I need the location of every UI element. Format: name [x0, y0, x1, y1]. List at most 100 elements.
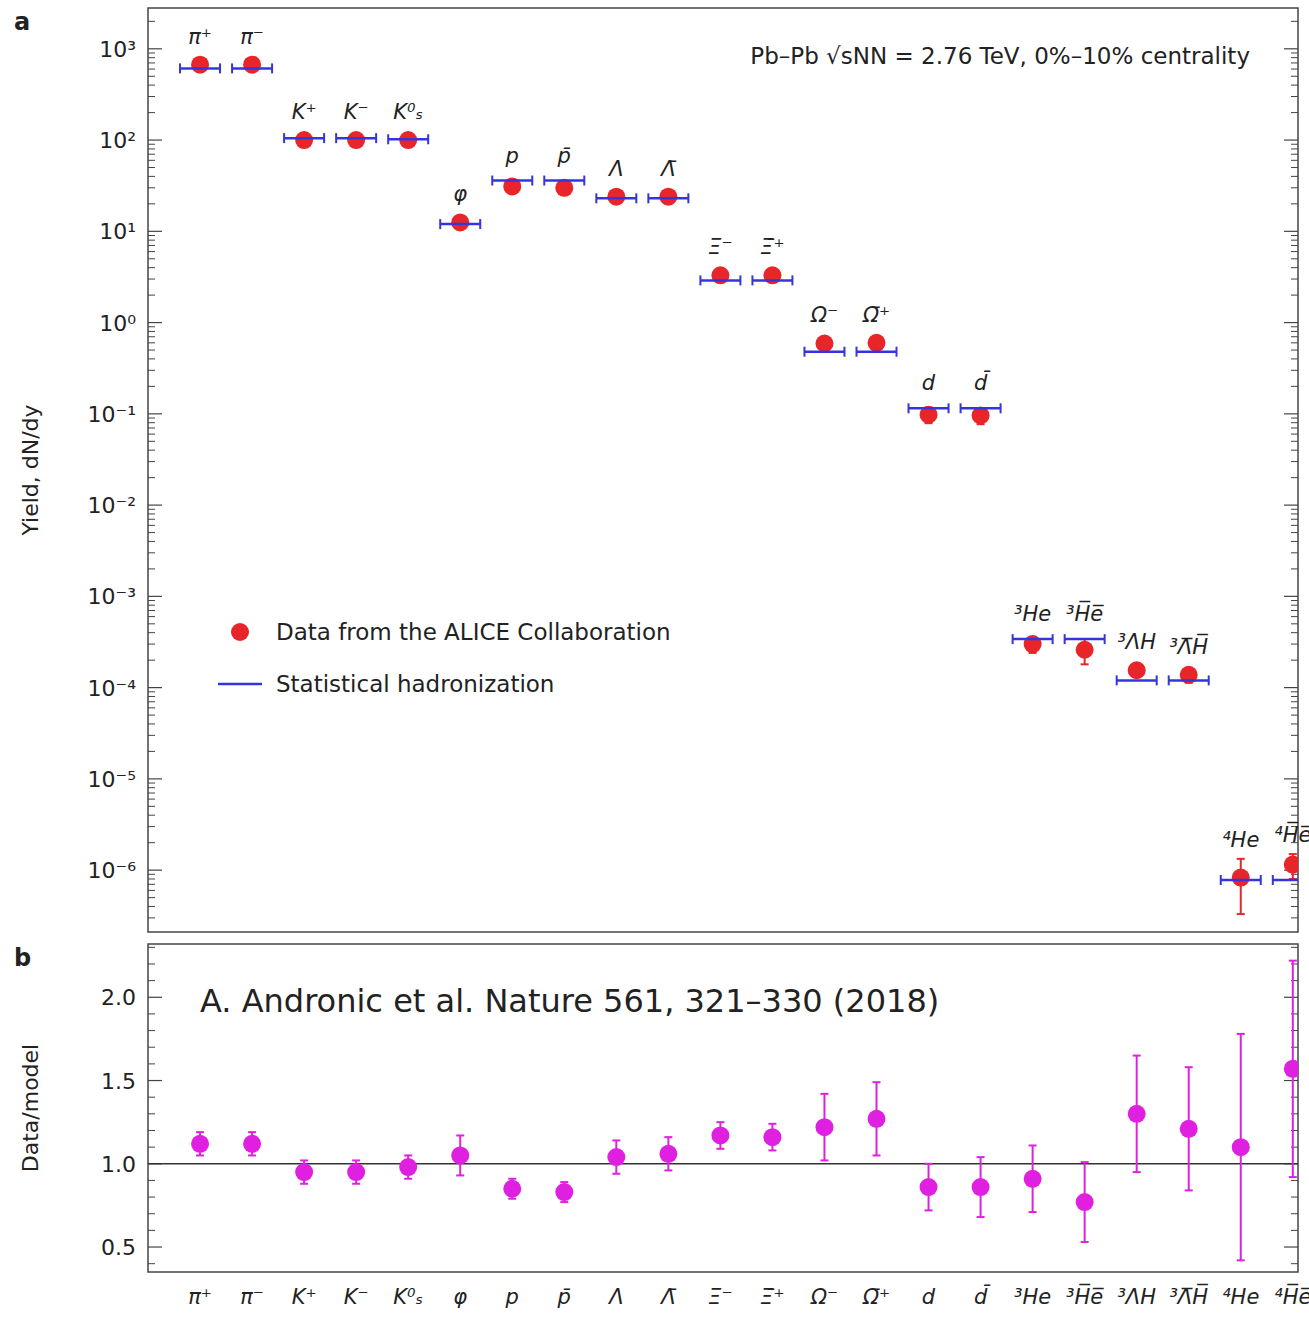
- error-cap: [456, 1174, 464, 1176]
- model-line-cap: [583, 176, 585, 186]
- minor-tick: [1291, 52, 1298, 53]
- model-line: [284, 137, 324, 140]
- error-cap: [768, 1149, 776, 1151]
- particle-label: p: [505, 144, 519, 168]
- error-cap: [196, 1154, 204, 1156]
- error-cap: [1289, 1176, 1297, 1178]
- particle-label: Ξ⁻: [708, 235, 732, 259]
- figure: 10⁻⁶10⁻⁵10⁻⁴10⁻³10⁻²10⁻¹10⁰10¹10²10³Yiel…: [0, 0, 1309, 1318]
- data-point: [659, 188, 677, 206]
- minor-tick: [1291, 541, 1298, 542]
- error-cap: [873, 1081, 881, 1083]
- x-tick-label: ³H̅e̅: [1066, 1283, 1105, 1309]
- model-line-cap: [427, 134, 429, 144]
- model-line-cap: [1156, 675, 1158, 685]
- y-axis-title: Data/model: [18, 1044, 43, 1172]
- error-cap: [404, 1154, 412, 1156]
- minor-tick: [1291, 600, 1298, 601]
- particle-label: p̄: [557, 144, 571, 168]
- minor-tick: [148, 267, 155, 268]
- model-line: [1117, 679, 1157, 682]
- data-point: [659, 1145, 677, 1163]
- model-line-cap: [739, 275, 741, 285]
- minor-tick: [148, 878, 155, 879]
- minor-tick: [1291, 358, 1298, 359]
- minor-tick: [1291, 552, 1298, 553]
- error-cap: [925, 1209, 933, 1211]
- minor-tick: [148, 154, 155, 155]
- particle-label: φ: [453, 182, 467, 206]
- model-line: [961, 407, 1001, 410]
- minor-tick: [148, 632, 155, 633]
- minor-tick: [1291, 422, 1298, 423]
- minor-tick: [1291, 568, 1298, 569]
- minor-tick: [148, 112, 155, 113]
- minor-tick: [148, 235, 155, 236]
- model-line-cap: [803, 347, 805, 357]
- y-tick: [1284, 48, 1298, 49]
- data-point: [607, 188, 625, 206]
- data-point: [607, 1148, 625, 1166]
- minor-tick: [1291, 1263, 1298, 1264]
- minor-tick: [148, 600, 155, 601]
- minor-tick: [148, 279, 155, 280]
- model-line-cap: [479, 219, 481, 229]
- minor-tick: [1291, 519, 1298, 520]
- data-point: [868, 1110, 886, 1128]
- model-line-cap: [543, 176, 545, 186]
- minor-tick: [1291, 787, 1298, 788]
- minor-tick: [148, 21, 155, 22]
- minor-tick: [1291, 112, 1298, 113]
- y-tick-label: 2.0: [101, 985, 136, 1010]
- model-line-cap: [1000, 403, 1002, 413]
- minor-tick: [1291, 148, 1298, 149]
- minor-tick: [148, 874, 155, 875]
- y-tick: [1284, 505, 1298, 506]
- model-line-cap: [439, 219, 441, 229]
- model-line-cap: [1104, 634, 1106, 644]
- data-point: [1180, 1120, 1198, 1138]
- plot-frame: [148, 8, 1298, 932]
- data-point: [1076, 1193, 1094, 1211]
- minor-tick: [1291, 176, 1298, 177]
- minor-tick: [1291, 251, 1298, 252]
- error-cap: [248, 1131, 256, 1133]
- minor-tick: [1291, 240, 1298, 241]
- x-tick-label: ³He: [1014, 1285, 1051, 1309]
- annotation: Pb–Pb √sNN = 2.76 TeV, 0%–10% centrality: [750, 43, 1250, 69]
- data-point: [972, 1178, 990, 1196]
- minor-tick: [1291, 691, 1298, 692]
- data-point: [1128, 661, 1146, 679]
- minor-tick: [1291, 806, 1298, 807]
- model-line-cap: [1220, 875, 1222, 885]
- minor-tick: [1291, 461, 1298, 462]
- model-line-cap: [647, 193, 649, 203]
- minor-tick: [148, 751, 155, 752]
- minor-tick: [1291, 660, 1298, 661]
- particle-label: Ω⁻: [810, 303, 838, 327]
- y-tick-label: 0.5: [101, 1235, 136, 1260]
- data-point: [920, 1178, 938, 1196]
- model-line-cap: [387, 134, 389, 144]
- model-line: [1065, 638, 1105, 641]
- minor-tick: [148, 144, 155, 145]
- minor-tick: [148, 842, 155, 843]
- minor-tick: [1291, 906, 1298, 907]
- y-tick: [1284, 997, 1298, 998]
- minor-tick: [148, 783, 155, 784]
- minor-tick: [1291, 884, 1298, 885]
- particle-label: d̄: [974, 370, 990, 395]
- minor-tick: [1291, 279, 1298, 280]
- particle-label: d: [922, 371, 936, 395]
- data-point: [295, 1163, 313, 1181]
- error-cap: [1133, 1171, 1141, 1173]
- minor-tick: [1291, 1197, 1298, 1198]
- minor-tick: [1291, 610, 1298, 611]
- x-tick-label: Λ: [607, 1285, 623, 1309]
- model-line-cap: [375, 133, 377, 143]
- data-point: [243, 56, 261, 74]
- minor-tick: [1291, 1213, 1298, 1214]
- x-tick-label: K⁺: [292, 1285, 317, 1309]
- minor-tick: [148, 1013, 155, 1014]
- minor-tick: [148, 513, 155, 514]
